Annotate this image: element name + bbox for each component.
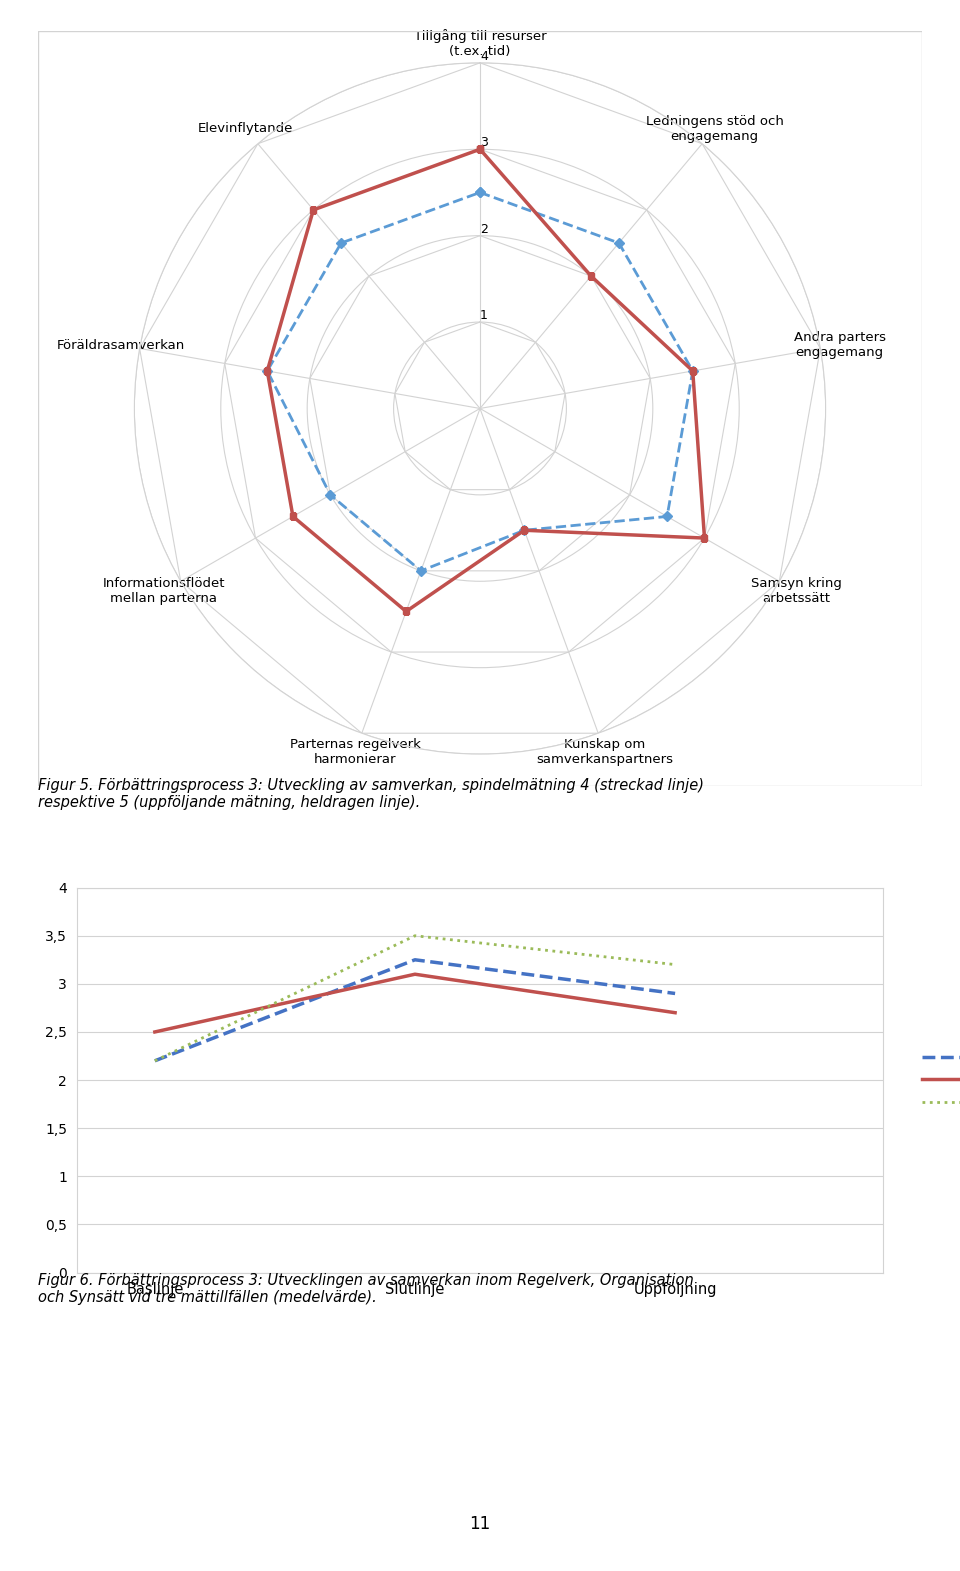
- Text: Figur 5. Förbättringsprocess 3: Utveckling av samverkan, spindelmätning 4 (strec: Figur 5. Förbättringsprocess 3: Utveckli…: [38, 778, 705, 811]
- Legend: Regelverk, Organisation, Synsätt: Regelverk, Organisation, Synsätt: [916, 1045, 960, 1115]
- Text: 11: 11: [469, 1514, 491, 1533]
- Text: Figur 6. Förbättringsprocess 3: Utvecklingen av samverkan inom Regelverk, Organi: Figur 6. Förbättringsprocess 3: Utveckli…: [38, 1273, 694, 1306]
